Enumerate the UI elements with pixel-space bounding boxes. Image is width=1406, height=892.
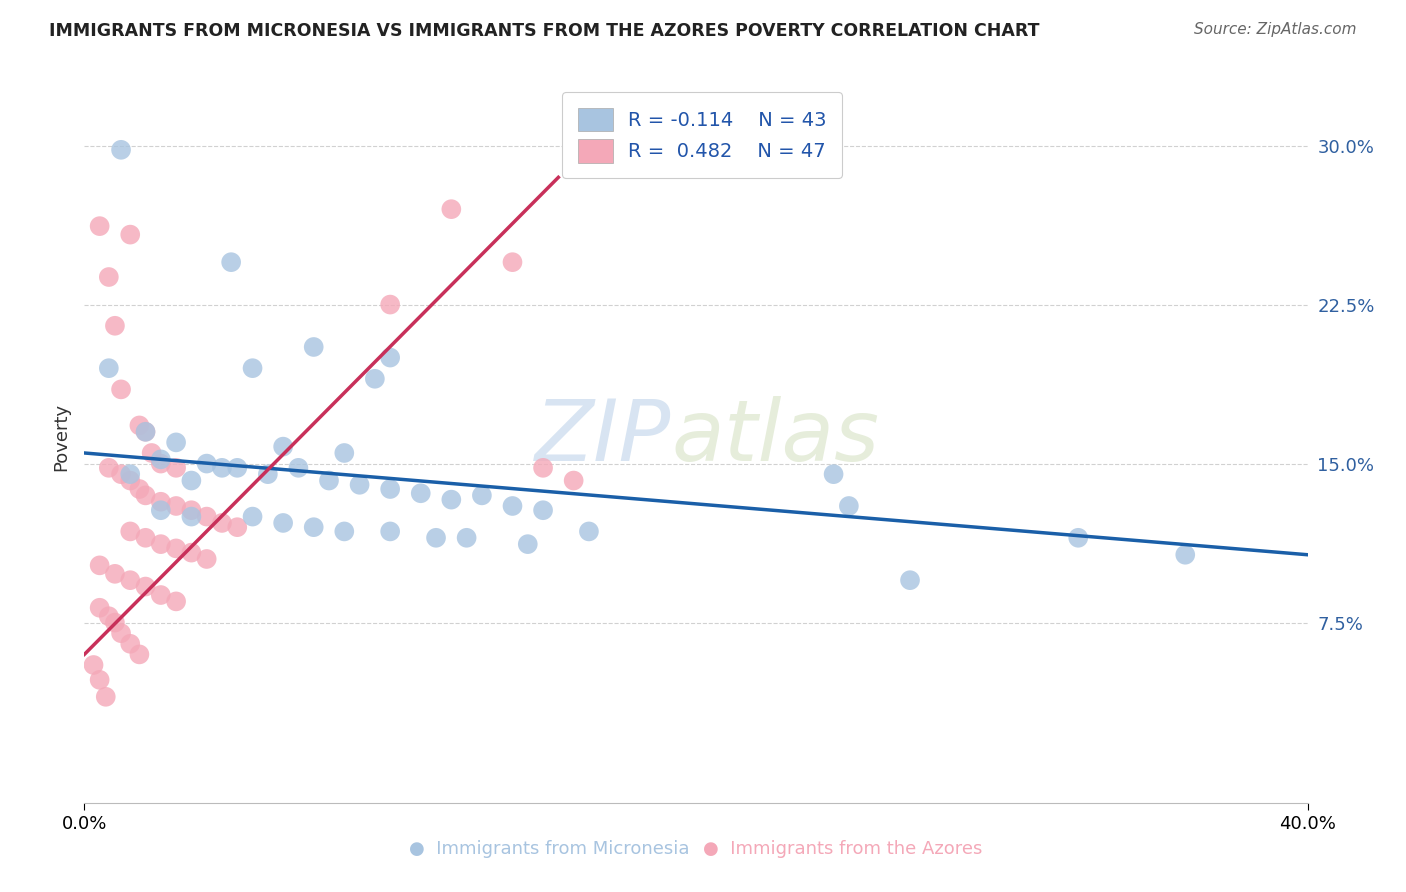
Point — [89, 558, 111, 573]
Point — [195, 552, 218, 566]
Point — [94, 690, 117, 704]
Y-axis label: Poverty: Poverty — [52, 403, 70, 471]
Point — [135, 580, 157, 594]
Point — [149, 537, 172, 551]
Point — [226, 520, 249, 534]
Point — [120, 573, 142, 587]
Point — [380, 351, 402, 365]
Legend: R = -0.114    N = 43, R =  0.482    N = 47: R = -0.114 N = 43, R = 0.482 N = 47 — [562, 92, 842, 178]
Point — [318, 474, 340, 488]
Point — [97, 361, 120, 376]
Point — [97, 270, 120, 285]
Point — [898, 573, 921, 587]
Point — [180, 546, 202, 560]
Point — [211, 460, 233, 475]
Point — [333, 446, 356, 460]
Point — [440, 492, 463, 507]
Point — [471, 488, 494, 502]
Point — [502, 499, 524, 513]
Point — [128, 648, 150, 662]
Point — [165, 435, 187, 450]
Point — [302, 520, 325, 534]
Point — [257, 467, 280, 482]
Point — [110, 383, 132, 397]
Point — [531, 460, 554, 475]
Point — [97, 609, 120, 624]
Point — [823, 467, 845, 482]
Point — [380, 482, 402, 496]
Point — [110, 143, 132, 157]
Point — [149, 588, 172, 602]
Point — [302, 340, 325, 354]
Point — [135, 425, 157, 439]
Point — [380, 524, 402, 539]
Point — [531, 503, 554, 517]
Point — [120, 637, 142, 651]
Point — [364, 372, 387, 386]
Point — [219, 255, 242, 269]
Point — [165, 460, 187, 475]
Text: Source: ZipAtlas.com: Source: ZipAtlas.com — [1194, 22, 1357, 37]
Point — [180, 474, 202, 488]
Point — [195, 457, 218, 471]
Point — [425, 531, 447, 545]
Point — [135, 531, 157, 545]
Point — [502, 255, 524, 269]
Point — [578, 524, 600, 539]
Point — [120, 524, 142, 539]
Point — [110, 626, 132, 640]
Point — [211, 516, 233, 530]
Point — [89, 600, 111, 615]
Point — [135, 425, 157, 439]
Point — [1067, 531, 1090, 545]
Point — [89, 219, 111, 234]
Point — [104, 566, 127, 581]
Point — [287, 460, 309, 475]
Point — [271, 440, 294, 454]
Point — [838, 499, 860, 513]
Point — [141, 446, 163, 460]
Point — [165, 594, 187, 608]
Point — [120, 467, 142, 482]
Point — [1174, 548, 1197, 562]
Point — [333, 524, 356, 539]
Point — [149, 503, 172, 517]
Point — [128, 418, 150, 433]
Point — [242, 361, 264, 376]
Text: ●  Immigrants from Micronesia: ● Immigrants from Micronesia — [409, 840, 689, 858]
Point — [110, 467, 132, 482]
Point — [440, 202, 463, 216]
Point — [271, 516, 294, 530]
Point — [83, 658, 105, 673]
Point — [128, 482, 150, 496]
Point — [349, 477, 371, 491]
Point — [516, 537, 538, 551]
Point — [165, 541, 187, 556]
Point — [89, 673, 111, 687]
Point — [180, 503, 202, 517]
Point — [120, 474, 142, 488]
Point — [409, 486, 432, 500]
Point — [195, 509, 218, 524]
Point — [226, 460, 249, 475]
Point — [165, 499, 187, 513]
Point — [120, 227, 142, 242]
Point — [562, 474, 585, 488]
Point — [149, 452, 172, 467]
Point — [104, 318, 127, 333]
Text: ●  Immigrants from the Azores: ● Immigrants from the Azores — [703, 840, 983, 858]
Text: ZIP: ZIP — [536, 395, 672, 479]
Point — [380, 297, 402, 311]
Point — [149, 457, 172, 471]
Point — [242, 509, 264, 524]
Text: atlas: atlas — [672, 395, 880, 479]
Text: IMMIGRANTS FROM MICRONESIA VS IMMIGRANTS FROM THE AZORES POVERTY CORRELATION CHA: IMMIGRANTS FROM MICRONESIA VS IMMIGRANTS… — [49, 22, 1039, 40]
Point — [104, 615, 127, 630]
Point — [456, 531, 478, 545]
Point — [135, 488, 157, 502]
Point — [149, 494, 172, 508]
Point — [97, 460, 120, 475]
Point — [180, 509, 202, 524]
